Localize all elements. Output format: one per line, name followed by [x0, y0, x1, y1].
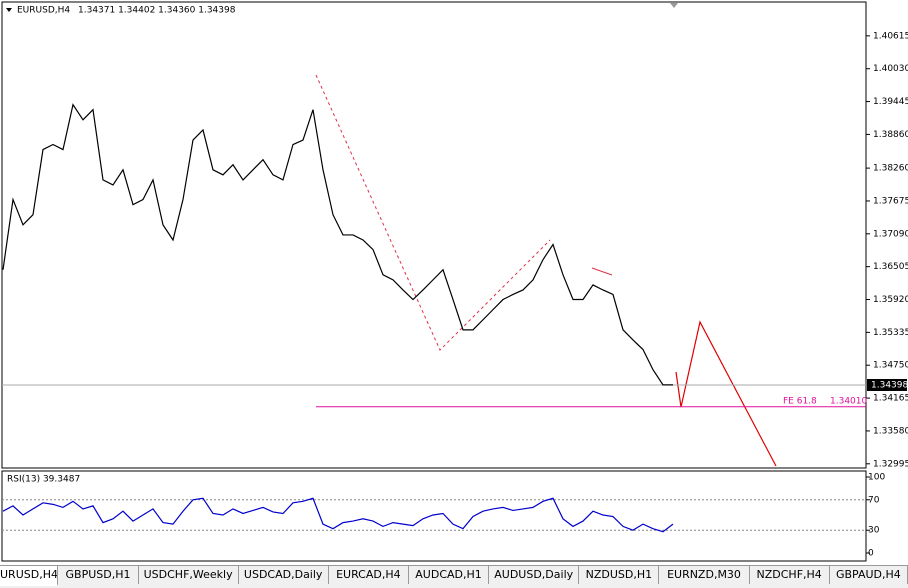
price-tick-label: 1.38860	[873, 130, 908, 140]
chart-tab[interactable]: USDCHF,Weekly	[139, 566, 239, 584]
shift-marker	[670, 3, 678, 8]
fibo-wave	[315, 74, 551, 351]
price-tick-label: 1.37675	[873, 196, 908, 206]
terminal-chart: EURUSD,H4 1.34371 1.34402 1.34360 1.3439…	[1, 1, 908, 562]
chart-tab[interactable]: GBPAUD,H4	[830, 566, 908, 584]
tab-bar: URUSD,H4 GBPUSD,H1 USDCHF,Weekly USDCAD,Dai…	[0, 565, 908, 588]
price-tick-label: 1.32995	[873, 459, 908, 469]
rsi-tick-label: 30	[868, 526, 880, 536]
forecast-path	[675, 320, 777, 467]
chart-tab[interactable]: EURNZD,M30	[659, 566, 750, 584]
chart-tab[interactable]: AUDUSD,Daily	[489, 566, 580, 584]
price-tick-label: 1.40030	[873, 64, 908, 74]
rsi-tick-label: 0	[868, 549, 874, 559]
chart-tab[interactable]: NZDCHF,H4	[750, 566, 830, 584]
current-price-label: 1.34398	[871, 380, 908, 390]
rsi-tick-label: 100	[868, 473, 885, 483]
price-tick-label: 1.33580	[873, 426, 908, 436]
symbol: EURUSD,H4	[17, 6, 70, 16]
chart-tab[interactable]: NZDUSD,H1	[579, 566, 660, 584]
price-tick-label: 1.37090	[873, 229, 908, 239]
chart-tab[interactable]: GBPUSD,H1	[58, 566, 139, 584]
fe-price: 1.34010	[830, 396, 867, 406]
price-tick-label: 1.39445	[873, 97, 908, 107]
price-tick-label: 1.35335	[873, 328, 908, 338]
menu-arrow	[6, 8, 12, 12]
chart-tab[interactable]: USDCAD,Daily	[239, 566, 329, 584]
chart-tab[interactable]: EURCAD,H4	[329, 566, 409, 584]
chart-tab[interactable]: AUDCAD,H1	[409, 566, 490, 584]
rsi-tick-label: 70	[868, 495, 880, 505]
price-tick-label: 1.35920	[873, 295, 908, 305]
chart-tab[interactable]: URUSD,H4	[0, 566, 59, 586]
price-pane	[1, 1, 867, 469]
price-tick-label: 1.38260	[873, 164, 908, 174]
fibo-wave	[591, 267, 613, 276]
rsi-pane	[1, 470, 867, 562]
series-line	[2, 103, 673, 386]
rsi-title: RSI(13) 39.3487	[7, 475, 80, 485]
price-tick-label: 1.34165	[873, 394, 908, 404]
price-tick-label: 1.34750	[873, 361, 908, 371]
ohlc: 1.34371 1.34402 1.34360 1.34398	[78, 6, 236, 16]
price-tick-label: 1.36505	[873, 262, 908, 272]
series-line	[2, 497, 674, 533]
fe-text: FE 61.8	[783, 396, 817, 406]
price-tick-label: 1.40615	[873, 31, 908, 41]
current-price-box	[867, 378, 907, 391]
